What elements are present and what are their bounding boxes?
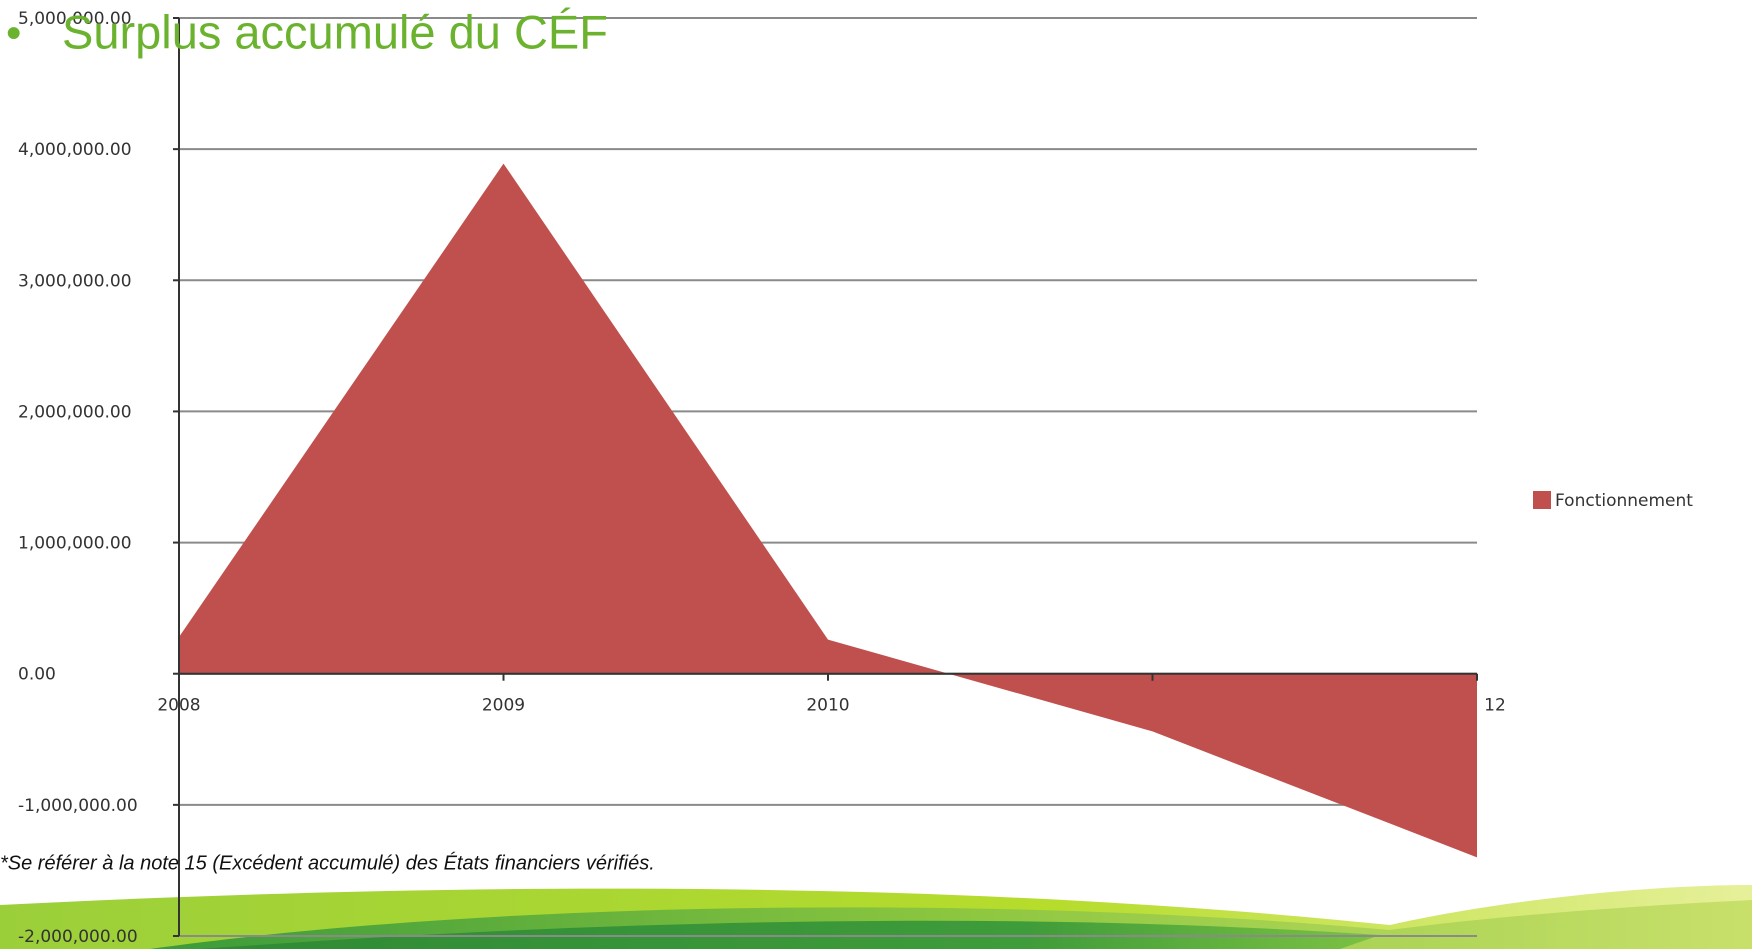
x-tick-label: 12 (1484, 696, 1506, 716)
y-tick-label: 0.00 (18, 665, 56, 685)
x-tick-label: 2010 (806, 696, 849, 716)
chart: -2,000,000.00 -1,000,000.00 0.00 1,000,000.… (18, 9, 1506, 947)
y-tick-label: 1,000,000.00 (18, 534, 132, 554)
x-tick-label: 2009 (482, 696, 525, 716)
chart-title: Surplus accumulé du CÉF (62, 5, 608, 58)
legend-label: Fonctionnement (1555, 491, 1693, 511)
decoration (0, 885, 1752, 949)
area (179, 164, 1477, 858)
slide: -2,000,000.00 -1,000,000.00 0.00 1,000,000.… (0, 0, 1752, 949)
y-tick-label: 3,000,000.00 (18, 271, 132, 291)
y-tick-label: 4,000,000.00 (18, 140, 132, 160)
bullet: • (6, 9, 21, 58)
footnote: *Se référer à la note 15 (Excédent accum… (0, 851, 655, 874)
y-tick-label: 2,000,000.00 (18, 402, 132, 422)
legend-swatch (1533, 491, 1551, 509)
y-tick-label: -1,000,000.00 (18, 796, 138, 816)
y-tick-label: -2,000,000.00 (18, 927, 138, 947)
x-tick-label: 2008 (157, 696, 200, 716)
